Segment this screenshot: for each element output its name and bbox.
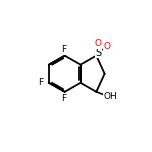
Text: F: F (61, 94, 66, 103)
Text: O: O (104, 42, 111, 51)
Text: O: O (94, 39, 101, 48)
Text: S: S (95, 48, 102, 58)
Text: F: F (61, 45, 66, 54)
Text: F: F (38, 78, 44, 86)
Text: OH: OH (104, 92, 117, 100)
